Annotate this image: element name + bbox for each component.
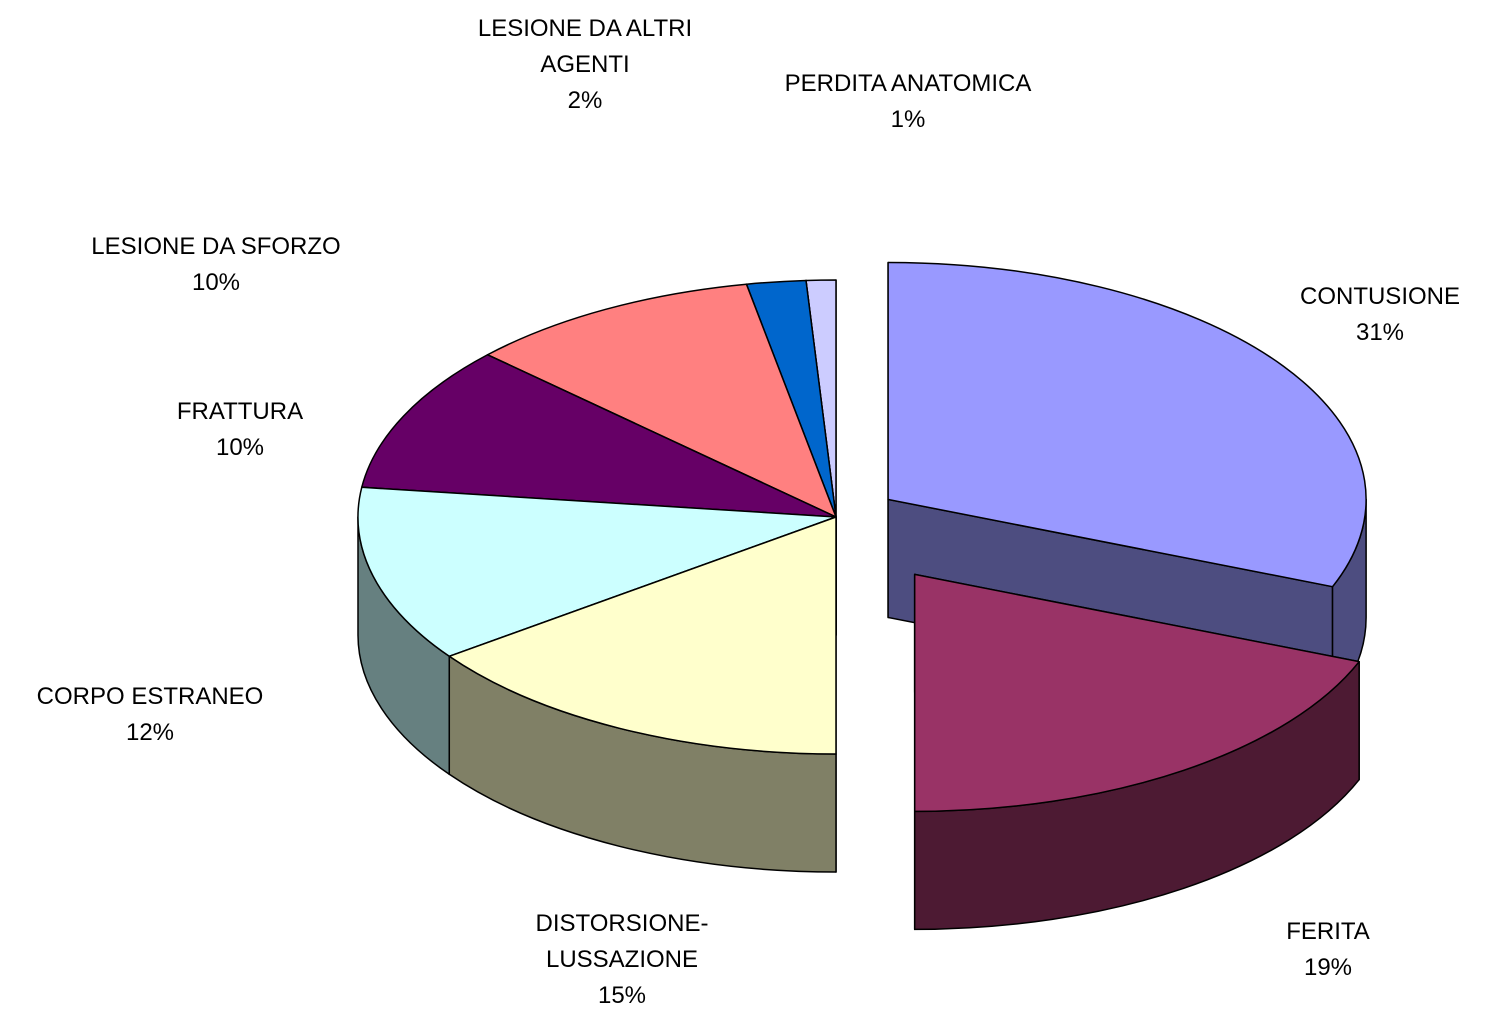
category-label: LESIONE DA ALTRI AGENTI — [477, 15, 693, 78]
slice — [486, 283, 837, 518]
slice — [361, 354, 837, 518]
category-label: CONTUSIONE — [1299, 283, 1460, 310]
value-label: 15% — [597, 982, 647, 1009]
slice-label: PERDITA ANATOMICA 1% — [708, 66, 1108, 138]
category-label: LESIONE DA SFORZO — [91, 233, 341, 260]
value-label: 12% — [125, 719, 175, 746]
slice-label: LESIONE DA SFORZO 10% — [16, 229, 416, 301]
value-label: 10% — [191, 269, 241, 296]
slice-label: CORPO ESTRANEO 12% — [0, 679, 350, 751]
slice-label: FERITA 19% — [1128, 914, 1486, 986]
slice-label: DISTORSIONE-LUSSAZIONE 15% — [512, 906, 732, 1014]
value-label: 1% — [890, 106, 926, 133]
slice-label: LESIONE DA ALTRI AGENTI 2% — [450, 11, 720, 119]
slice — [357, 486, 837, 658]
slice-label: FRATTURA 10% — [40, 394, 440, 466]
value-label: 31% — [1355, 319, 1405, 346]
value-label: 2% — [567, 87, 603, 114]
slice — [913, 573, 1360, 813]
slice — [448, 516, 837, 755]
category-label: PERDITA ANATOMICA — [784, 70, 1032, 97]
category-label: FRATTURA — [176, 398, 304, 425]
slice — [887, 261, 1367, 588]
category-label: CORPO ESTRANEO — [36, 683, 264, 710]
category-label: FERITA — [1286, 918, 1370, 945]
slice-label: CONTUSIONE 31% — [1180, 279, 1486, 351]
category-label: DISTORSIONE-LUSSAZIONE — [535, 910, 709, 973]
value-label: 19% — [1303, 954, 1353, 981]
value-label: 10% — [215, 434, 265, 461]
